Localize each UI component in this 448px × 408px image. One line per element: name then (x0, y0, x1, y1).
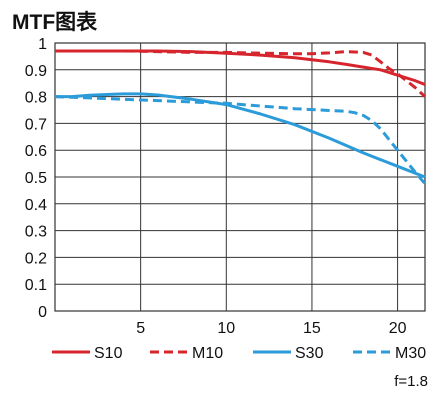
y-tick-label: 0.5 (25, 170, 47, 187)
y-tick-label: 0.7 (25, 116, 47, 133)
x-axis-ticks: 5 10 15 20 (136, 320, 406, 337)
y-tick-label: 0.2 (25, 250, 47, 267)
legend-label-s10: S10 (94, 345, 123, 362)
x-tick-label: 15 (303, 320, 321, 337)
legend-label-m30: M30 (395, 345, 426, 362)
y-tick-label: 1 (38, 36, 47, 53)
series-lines (54, 49, 427, 185)
series-line-s10 (55, 49, 426, 86)
y-tick-label: 0.6 (25, 143, 47, 160)
chart-title: MTF图表 (12, 11, 98, 34)
x-tick-label: 5 (136, 320, 145, 337)
legend-label-s30: S30 (295, 345, 324, 362)
y-tick-label: 0.1 (25, 277, 47, 294)
y-axis-ticks: 0 0.1 0.2 0.3 0.4 0.5 0.6 0.7 0.8 0.9 1 (25, 36, 47, 321)
grid-lines (55, 43, 425, 311)
aperture-note: f=1.8 (394, 373, 428, 390)
series-line-m10 (55, 49, 427, 98)
y-tick-label: 0.8 (25, 90, 47, 107)
series-line-m30 (54, 95, 427, 185)
legend: S10 M10 S30 M30 (52, 345, 426, 362)
y-tick-label: 0.4 (25, 197, 47, 214)
x-tick-label: 10 (217, 320, 235, 337)
series-line-s30 (55, 92, 426, 179)
y-tick-label: 0.9 (25, 63, 47, 80)
legend-label-m10: M10 (192, 345, 223, 362)
y-tick-label: 0 (38, 304, 47, 321)
x-tick-label: 20 (389, 320, 407, 337)
y-tick-label: 0.3 (25, 224, 47, 241)
